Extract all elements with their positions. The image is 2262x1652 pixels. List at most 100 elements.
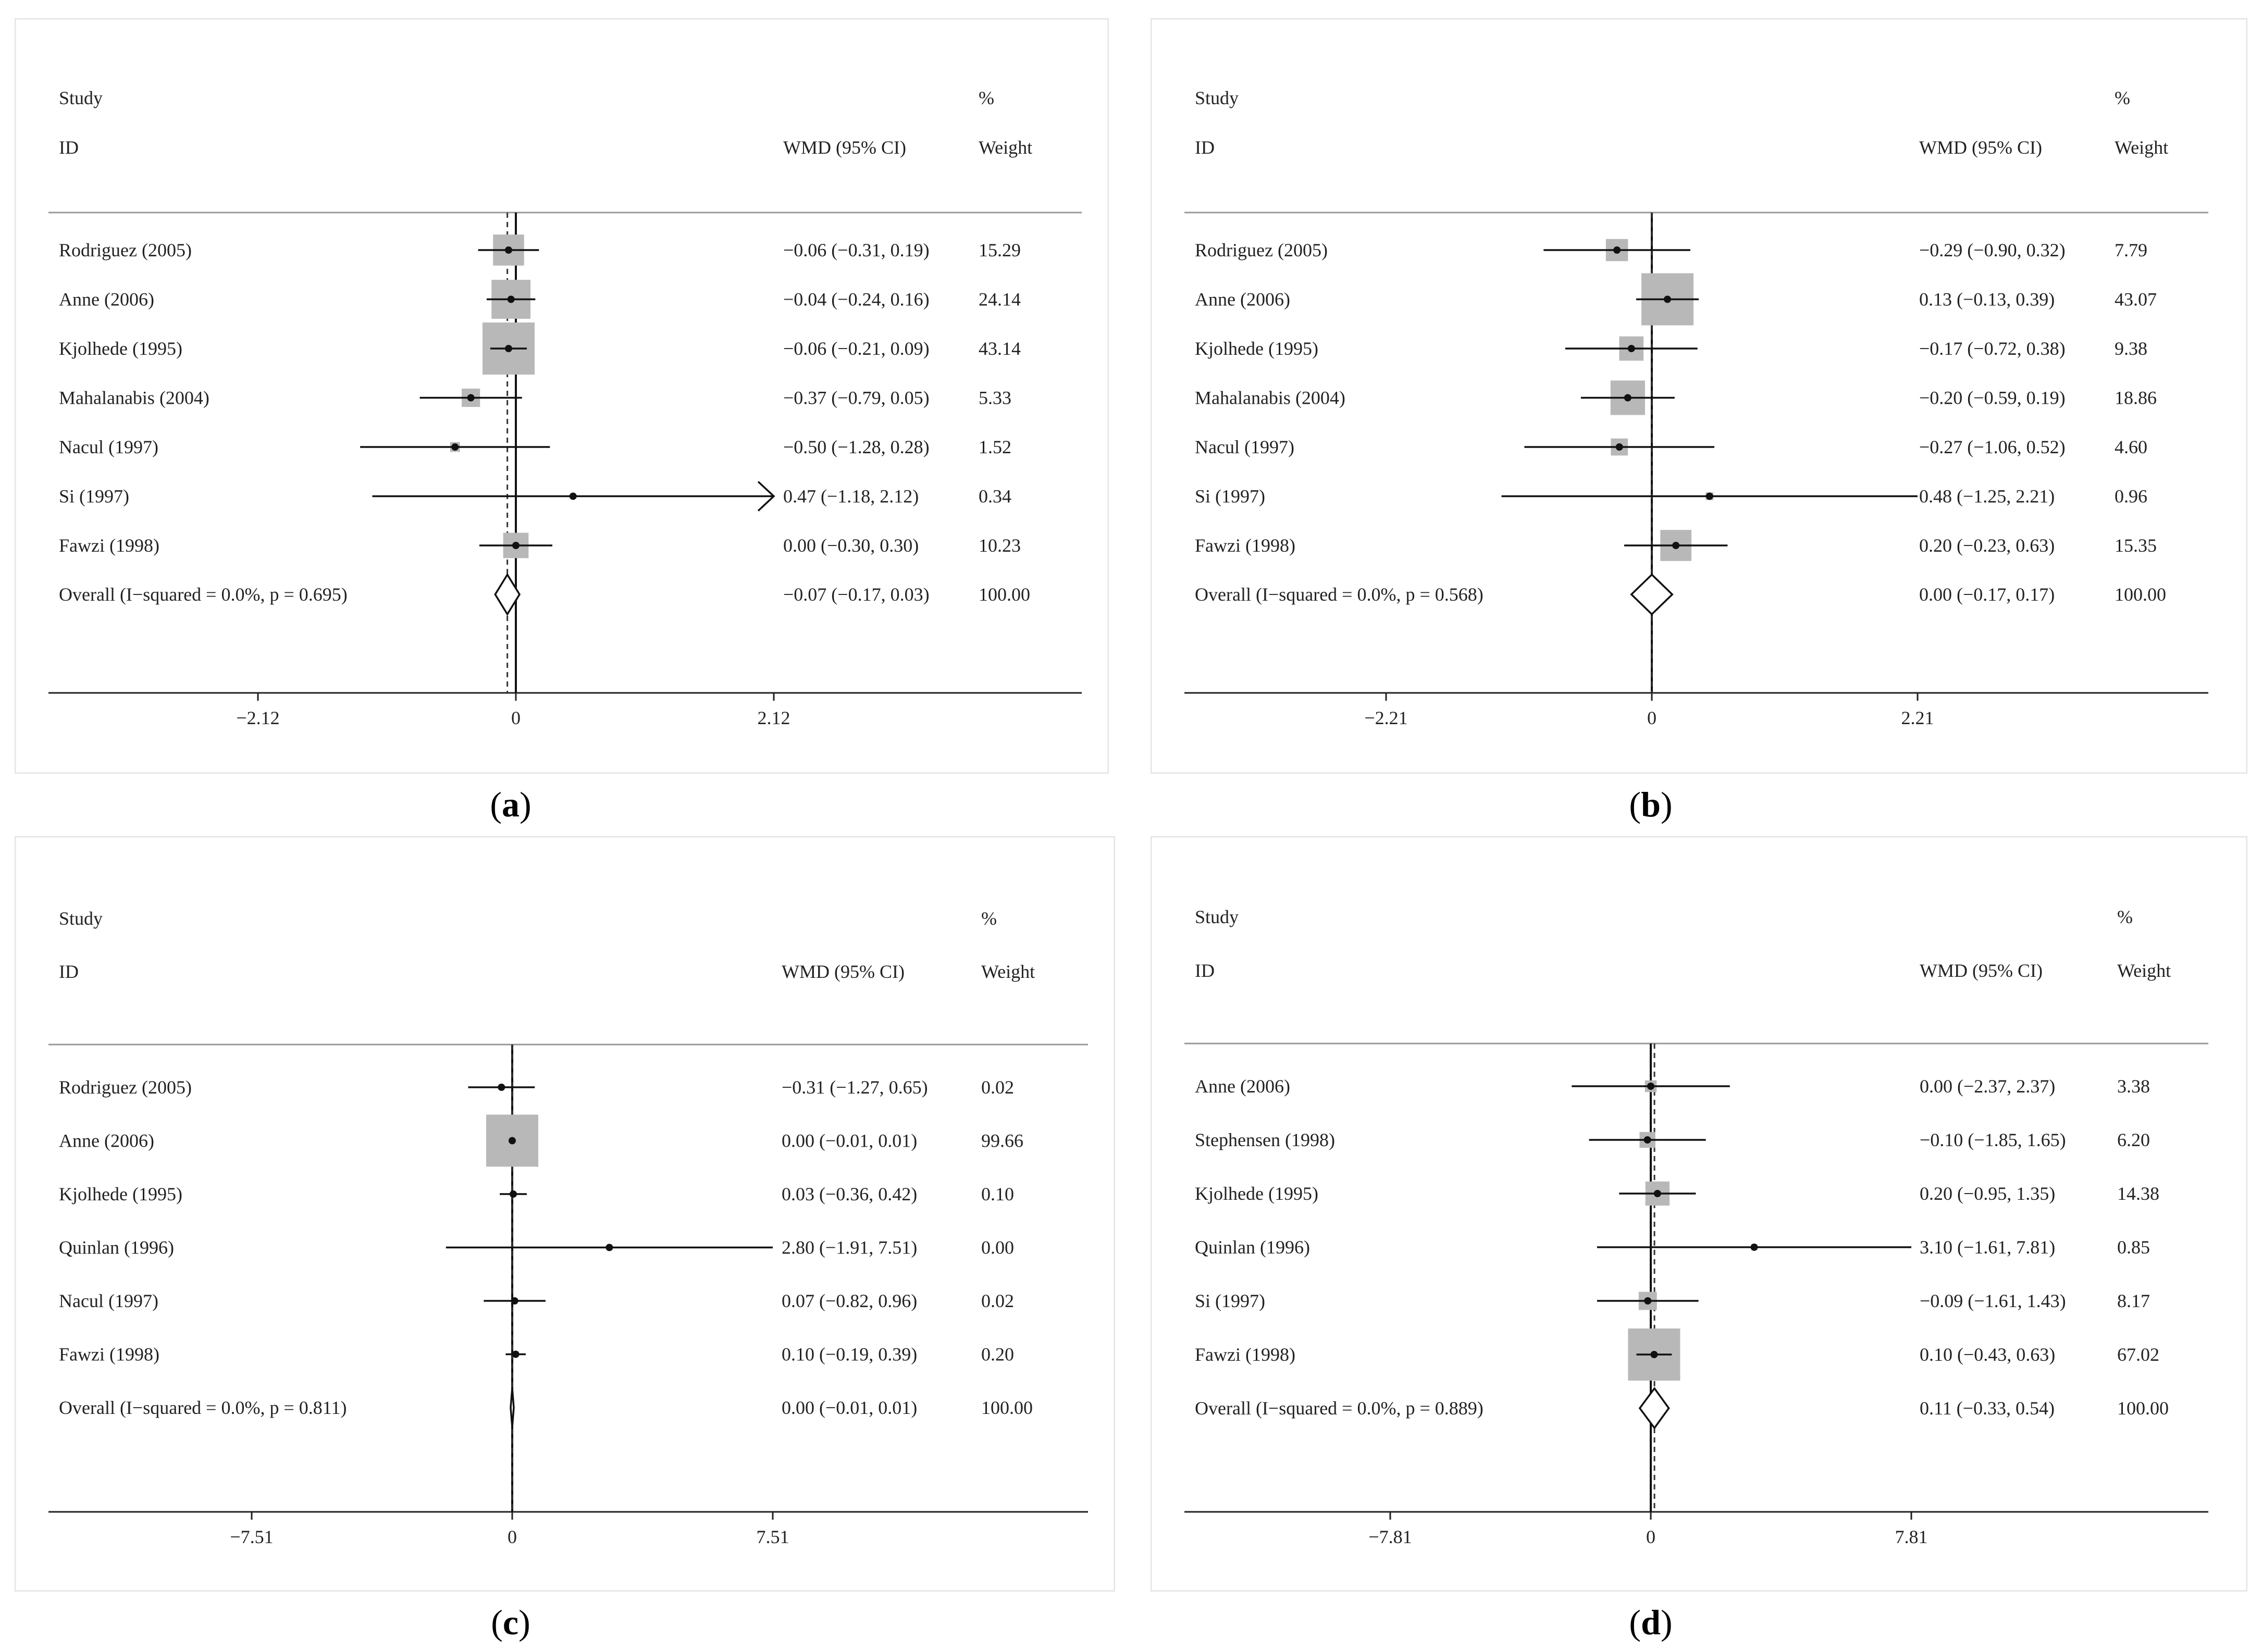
- header-wmd: WMD (95% CI): [1919, 137, 2042, 158]
- x-tick-label: 2.21: [1901, 707, 1934, 728]
- study-weight-text: 18.86: [2115, 388, 2157, 408]
- point-estimate: [1653, 1190, 1661, 1197]
- overall-diamond: [1630, 573, 1674, 616]
- panel-label-b-letter: b: [1641, 785, 1661, 824]
- study-ci-text: 0.10 (−0.19, 0.39): [782, 1344, 917, 1365]
- point-estimate: [1644, 1297, 1652, 1305]
- study-weight-text: 24.14: [979, 289, 1021, 310]
- study-ci-text: −0.06 (−0.21, 0.09): [783, 338, 930, 359]
- panel-frame: [1151, 18, 2247, 774]
- point-estimate: [507, 295, 515, 303]
- header-id: ID: [1195, 960, 1215, 981]
- overall-ci-text: 0.11 (−0.33, 0.54): [1920, 1398, 2055, 1419]
- header-weight: Weight: [2115, 137, 2168, 158]
- overall-label: Overall (I−squared = 0.0%, p = 0.695): [59, 584, 348, 605]
- point-estimate: [1672, 542, 1680, 549]
- overall-weight-text: 100.00: [2115, 584, 2166, 605]
- study-ci-text: −0.17 (−0.72, 0.38): [1919, 338, 2066, 359]
- study-weight-text: 43.14: [979, 338, 1021, 359]
- study-ci-text: 0.07 (−0.82, 0.96): [782, 1290, 917, 1311]
- point-estimate: [1650, 1351, 1658, 1358]
- study-weight-text: 15.35: [2115, 535, 2157, 556]
- header-pct: %: [2115, 88, 2130, 108]
- study-ci-text: 0.47 (−1.18, 2.12): [783, 486, 919, 507]
- point-estimate: [1750, 1244, 1758, 1251]
- x-tick-label: −7.81: [1368, 1526, 1412, 1547]
- point-estimate: [569, 492, 577, 500]
- study-weight-text: 0.34: [979, 486, 1011, 507]
- study-name: Quinlan (1996): [1195, 1237, 1310, 1258]
- study-name: Kjolhede (1995): [1195, 338, 1318, 359]
- study-ci-text: −0.04 (−0.24, 0.16): [783, 289, 930, 310]
- study-weight-text: 6.20: [2117, 1129, 2150, 1150]
- x-tick-label: 7.81: [1895, 1526, 1928, 1547]
- panel-label-c-letter: c: [502, 1603, 519, 1642]
- study-ci-text: 0.10 (−0.43, 0.63): [1920, 1344, 2055, 1365]
- header-study: Study: [1195, 88, 1239, 108]
- point-estimate: [512, 542, 520, 549]
- study-name: Mahalanabis (2004): [1195, 388, 1345, 408]
- study-ci-text: −0.06 (−0.31, 0.19): [783, 240, 930, 260]
- forest-plot-d-svg: Study ID WMD (95% CI)% Weight −7.81 0 7.81 Anne…: [1151, 836, 2247, 1592]
- point-estimate: [1647, 1083, 1654, 1090]
- study-name: Nacul (1997): [1195, 437, 1294, 457]
- study-ci-text: −0.50 (−1.28, 0.28): [783, 437, 930, 457]
- x-tick-label: 0: [1646, 1526, 1655, 1547]
- study-ci-text: −0.37 (−0.79, 0.05): [783, 388, 930, 408]
- study-name: Anne (2006): [59, 289, 154, 310]
- study-ci-text: 3.10 (−1.61, 7.81): [1920, 1237, 2055, 1258]
- study-ci-text: 0.13 (−0.13, 0.39): [1919, 289, 2055, 310]
- header-study: Study: [59, 88, 103, 108]
- header-wmd: WMD (95% CI): [782, 961, 905, 982]
- study-name: Kjolhede (1995): [59, 1184, 182, 1204]
- study-name: Kjolhede (1995): [1195, 1183, 1318, 1204]
- x-tick-label: −7.51: [230, 1526, 273, 1547]
- forest-plot-a: Study ID WMD (95% CI)% Weight −2.12 0 2.12 Rodr…: [15, 18, 1109, 774]
- x-tick-label: 7.51: [757, 1526, 789, 1547]
- x-tick-label: 0: [508, 1526, 517, 1547]
- study-weight-text: 0.00: [981, 1237, 1014, 1258]
- point-estimate: [1627, 345, 1635, 352]
- header-id: ID: [59, 137, 79, 158]
- header-weight: Weight: [981, 961, 1035, 982]
- overall-ci-text: 0.00 (−0.01, 0.01): [782, 1397, 917, 1418]
- study-weight-text: 1.52: [979, 437, 1011, 457]
- forest-plot-a-svg: Study ID WMD (95% CI)% Weight −2.12 0 2.12 Rodr…: [15, 18, 1109, 774]
- study-name: Si (1997): [1195, 1290, 1265, 1311]
- header-wmd: WMD (95% CI): [1920, 960, 2043, 981]
- study-weight-text: 67.02: [2117, 1344, 2159, 1365]
- panel-label-d-letter: d: [1641, 1603, 1661, 1642]
- point-estimate: [512, 1350, 520, 1358]
- panel-label-c: (c): [491, 1603, 530, 1642]
- x-tick-label: 0: [511, 707, 521, 728]
- point-estimate: [509, 1190, 517, 1198]
- x-tick-label: 2.12: [758, 707, 790, 728]
- point-estimate: [1643, 1136, 1651, 1144]
- panel-label-d: (d): [1629, 1603, 1673, 1642]
- point-estimate: [451, 443, 459, 451]
- panel-label-a-letter: a: [502, 785, 520, 824]
- study-ci-text: 0.00 (−0.01, 0.01): [782, 1131, 917, 1151]
- overall-label: Overall (I−squared = 0.0%, p = 0.568): [1195, 584, 1484, 605]
- header-id: ID: [1195, 137, 1215, 158]
- study-weight-text: 43.07: [2115, 289, 2157, 310]
- point-estimate: [1615, 443, 1623, 451]
- study-ci-text: −0.09 (−1.61, 1.43): [1920, 1290, 2066, 1311]
- study-name: Fawzi (1998): [1195, 535, 1295, 556]
- point-estimate: [1705, 492, 1713, 500]
- study-ci-text: −0.10 (−1.85, 1.65): [1920, 1129, 2066, 1150]
- overall-weight-text: 100.00: [979, 584, 1030, 605]
- study-ci-text: −0.20 (−0.59, 0.19): [1919, 388, 2066, 408]
- study-name: Rodriguez (2005): [59, 1077, 192, 1098]
- study-weight-text: 8.17: [2117, 1290, 2150, 1311]
- x-tick-label: −2.12: [236, 707, 279, 728]
- study-ci-text: 0.20 (−0.23, 0.63): [1919, 535, 2055, 556]
- header-pct: %: [2117, 906, 2133, 927]
- study-name: Fawzi (1998): [59, 1344, 159, 1365]
- overall-ci-text: 0.00 (−0.17, 0.17): [1919, 584, 2055, 605]
- header-id: ID: [59, 961, 79, 982]
- forest-plot-c: Study ID WMD (95% CI)% Weight −7.51 0 7.51 Rodr…: [15, 836, 1115, 1592]
- header-weight: Weight: [979, 137, 1032, 158]
- forest-plot-c-svg: Study ID WMD (95% CI)% Weight −7.51 0 7.51 Rodr…: [15, 836, 1115, 1592]
- study-weight-text: 4.60: [2115, 437, 2147, 457]
